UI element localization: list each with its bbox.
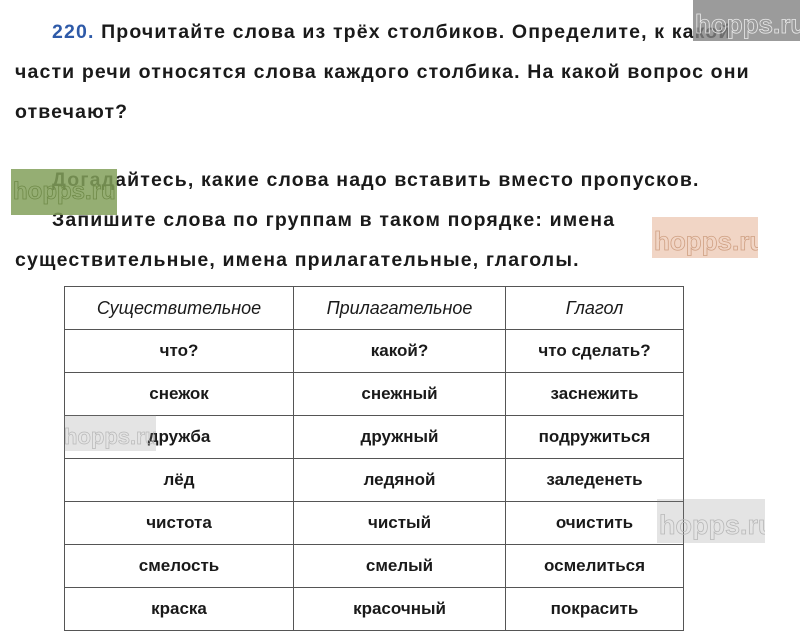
svg-text:hopps.ru: hopps.ru [64,424,156,449]
svg-text:hopps.ru: hopps.ru [659,510,765,540]
svg-text:hopps.ru: hopps.ru [13,178,116,205]
svg-text:hopps.ru: hopps.ru [654,226,758,256]
svg-text:hopps.ru: hopps.ru [695,9,800,39]
